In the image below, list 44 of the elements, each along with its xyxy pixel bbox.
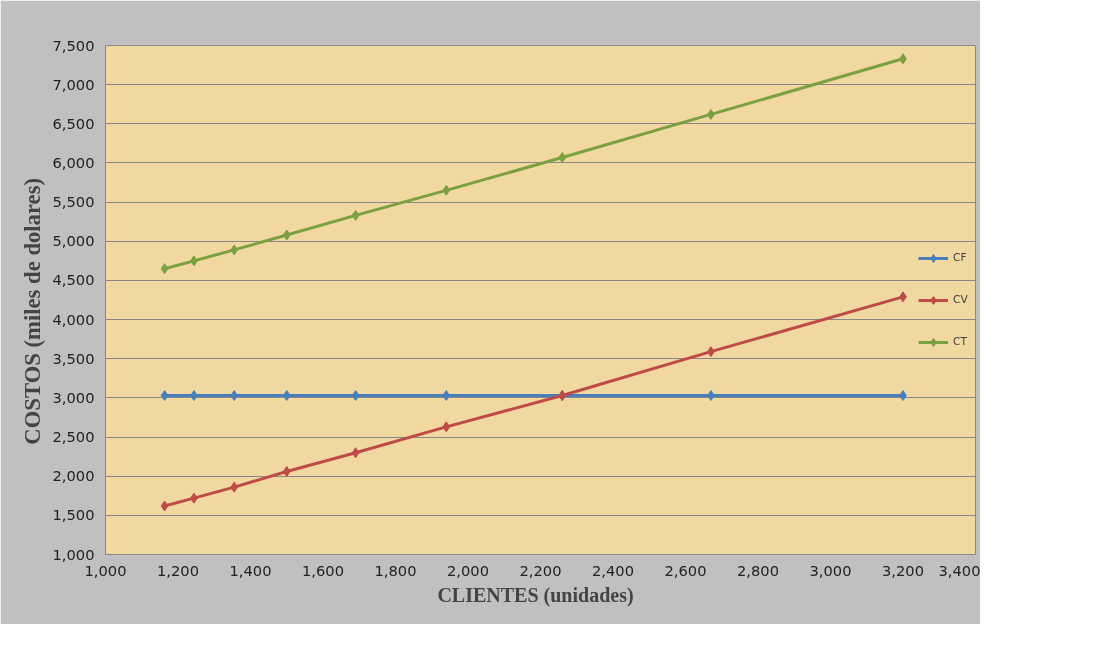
point: [442, 421, 451, 433]
point: [282, 465, 291, 477]
point: [160, 500, 169, 512]
point: [160, 263, 169, 275]
y-axis-title: COSTOS (miles de dolares): [19, 178, 45, 445]
x-tick-label: 1,000: [84, 561, 127, 579]
point: [230, 244, 239, 256]
point: [230, 481, 239, 493]
point: [160, 390, 169, 402]
y-tick-label: 3,000: [52, 388, 95, 406]
point: [442, 184, 451, 196]
y-tick-label: 6,000: [52, 153, 95, 171]
x-tick-label: 1,200: [157, 561, 199, 579]
y-tick-label: 2,500: [52, 428, 95, 446]
point: [558, 151, 567, 163]
x-tick-label: 3,200: [882, 561, 924, 579]
legend-label: CF: [953, 251, 968, 264]
x-axis-title: CLIENTES (unidades): [437, 583, 634, 607]
x-tick-label: 2,200: [519, 561, 562, 579]
y-tick-label: 5,500: [52, 193, 95, 211]
y-tick-label: 7,000: [52, 75, 95, 93]
y-tick-label: 7,500: [52, 36, 95, 54]
point: [351, 209, 360, 221]
x-tick-label: 2,600: [664, 561, 707, 579]
y-tick-label: 1,500: [52, 506, 95, 524]
legend-label: CV: [953, 293, 969, 306]
y-tick-label: 4,500: [52, 271, 95, 289]
y-tick-label: 1,000: [52, 545, 95, 563]
point: [351, 447, 360, 459]
x-tick-label: 3,000: [809, 561, 852, 579]
x-tick-label: 2,400: [592, 561, 634, 579]
y-tick-label: 6,500: [52, 114, 95, 132]
y-tick-label: 3,500: [52, 349, 95, 367]
y-tick-label: 2,000: [52, 467, 95, 485]
x-tick-label: 2,800: [737, 561, 779, 579]
x-tick-label: 1,400: [229, 561, 272, 579]
point: [282, 229, 291, 241]
x-tick-label: 2,000: [447, 561, 489, 579]
y-tick-label: 4,000: [52, 310, 95, 328]
x-tick-label: 1,800: [374, 561, 417, 579]
legend-label: CT: [953, 335, 968, 348]
x-tick-label: 1,600: [302, 561, 344, 579]
x-tick-label: 3,400: [938, 561, 981, 579]
y-tick-label: 5,000: [52, 232, 95, 250]
